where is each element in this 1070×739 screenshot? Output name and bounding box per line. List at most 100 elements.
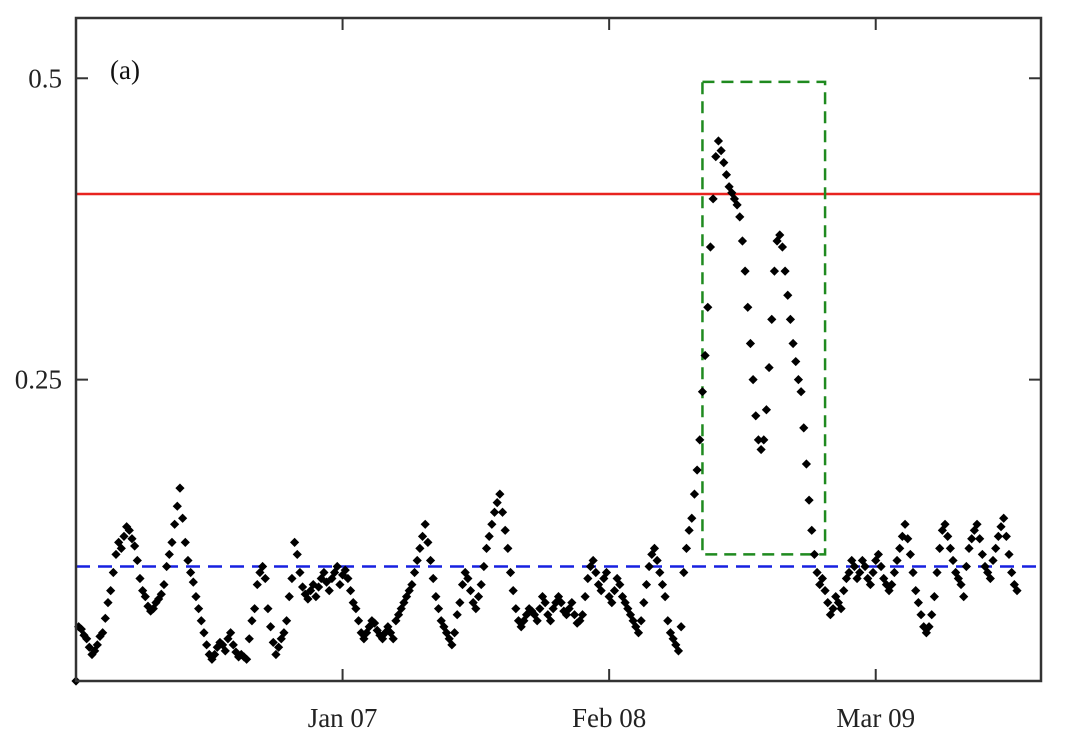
data-point xyxy=(436,616,446,626)
data-point xyxy=(927,610,937,620)
data-point xyxy=(825,610,836,620)
data-point xyxy=(783,290,793,300)
data-point xyxy=(345,585,356,596)
data-point xyxy=(609,585,620,596)
data-point xyxy=(559,606,569,616)
data-point xyxy=(991,543,1001,553)
data-point xyxy=(92,640,102,650)
data-point xyxy=(495,489,505,499)
data-point xyxy=(455,598,465,608)
data-point xyxy=(596,585,606,596)
data-point xyxy=(535,604,545,614)
data-point xyxy=(975,534,985,544)
reference-lines xyxy=(76,192,1041,568)
data-point xyxy=(228,640,238,650)
data-point xyxy=(292,549,302,560)
data-point xyxy=(708,194,718,204)
data-point xyxy=(404,585,414,596)
data-point xyxy=(234,652,244,662)
data-point xyxy=(180,537,190,547)
data-point xyxy=(420,519,430,529)
data-point xyxy=(977,549,987,560)
data-point xyxy=(1001,531,1011,541)
data-point xyxy=(895,543,905,553)
data-point xyxy=(588,555,598,566)
data-point xyxy=(492,497,502,508)
data-point xyxy=(399,598,409,608)
data-point xyxy=(628,616,638,626)
data-point xyxy=(172,501,182,511)
data-point xyxy=(175,483,185,493)
data-point xyxy=(695,435,705,445)
data-point xyxy=(633,628,644,638)
data-point xyxy=(964,543,974,553)
data-point xyxy=(615,579,625,590)
data-point xyxy=(391,616,401,626)
data-point xyxy=(183,555,193,566)
data-point xyxy=(724,182,734,192)
data-point xyxy=(1004,549,1014,560)
data-point xyxy=(983,567,993,578)
data-point xyxy=(481,543,492,553)
data-point xyxy=(961,561,971,572)
data-point xyxy=(761,405,772,415)
data-point xyxy=(740,266,750,276)
data-point xyxy=(569,610,580,620)
data-point xyxy=(353,616,364,626)
data-point xyxy=(372,625,382,635)
data-point xyxy=(100,613,110,623)
data-point xyxy=(260,573,270,584)
data-point xyxy=(199,628,209,638)
data-point xyxy=(388,634,398,644)
data-point xyxy=(849,561,859,572)
data-point xyxy=(447,640,457,650)
data-point xyxy=(751,411,761,421)
data-point xyxy=(716,146,726,156)
data-point xyxy=(369,618,380,628)
data-point xyxy=(433,604,444,614)
axes-frame xyxy=(74,16,1043,683)
data-point xyxy=(561,610,572,620)
data-point xyxy=(351,604,361,614)
data-point xyxy=(409,567,420,578)
data-point xyxy=(255,567,265,578)
data-point xyxy=(729,194,740,204)
data-point xyxy=(911,585,921,596)
data-point xyxy=(210,649,220,660)
data-point xyxy=(999,513,1009,523)
data-point xyxy=(130,541,140,551)
data-point xyxy=(265,622,276,632)
data-point xyxy=(156,589,166,599)
x-tick-label: Mar 09 xyxy=(836,703,915,733)
data-point xyxy=(202,640,212,650)
data-point xyxy=(687,513,697,523)
data-point xyxy=(567,598,577,608)
data-point xyxy=(343,573,353,584)
data-point xyxy=(655,567,665,578)
data-point xyxy=(799,423,809,433)
data-point xyxy=(967,534,977,544)
data-point xyxy=(764,362,774,373)
axes: 0.25 0.5 Jan 07 Feb 08 Mar 09 xyxy=(15,16,1043,733)
data-point xyxy=(335,579,345,590)
data-point xyxy=(796,387,806,397)
data-point xyxy=(705,242,716,252)
data-point xyxy=(316,573,326,584)
data-point xyxy=(407,579,417,590)
data-point xyxy=(777,242,788,252)
data-point xyxy=(393,610,404,620)
data-point xyxy=(868,567,878,578)
data-point xyxy=(417,531,428,541)
data-point xyxy=(313,582,324,592)
data-point xyxy=(801,459,812,469)
data-point xyxy=(441,628,452,638)
data-point xyxy=(748,375,758,385)
data-point xyxy=(556,598,566,608)
data-point xyxy=(689,489,700,499)
data-point xyxy=(513,616,524,626)
data-point xyxy=(684,525,694,535)
data-point xyxy=(95,631,105,641)
data-point xyxy=(497,507,508,517)
data-point xyxy=(170,519,180,529)
